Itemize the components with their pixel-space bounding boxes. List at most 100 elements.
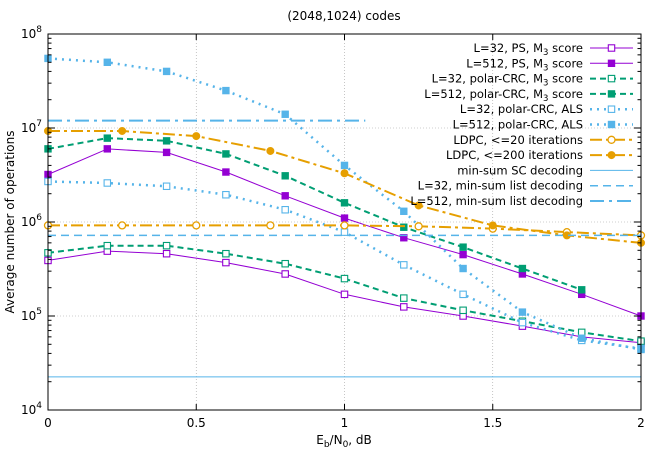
data-point — [281, 110, 289, 118]
x-axis-title-tail: , dB — [348, 433, 371, 447]
y-tick-label: 105 — [21, 307, 42, 323]
data-point — [459, 250, 467, 259]
legend-label: L=512, PS, M3 score — [466, 56, 583, 73]
data-point — [281, 192, 289, 200]
data-point — [281, 172, 289, 180]
data-point — [518, 308, 527, 316]
legend-label: LDPC, <=20 iterations — [453, 133, 583, 147]
y-tick-label-base: 10 — [21, 121, 36, 135]
y-tick-label-base: 10 — [21, 403, 36, 417]
data-point — [400, 303, 408, 311]
y-tick-label: 107 — [21, 119, 42, 135]
legend-label: L=512, polar-CRC, M3 score — [424, 87, 583, 104]
x-tick-label: 0.5 — [187, 416, 206, 430]
data-point — [400, 223, 408, 231]
data-point — [340, 199, 349, 207]
x-axis-title-mid: /N — [330, 433, 343, 447]
legend-label: L=512, polar-CRC, ALS — [453, 118, 583, 132]
data-point — [340, 214, 349, 222]
data-point — [162, 249, 171, 258]
data-point — [103, 145, 111, 153]
data-point — [222, 150, 230, 158]
legend-label: min-sum SC decoding — [457, 163, 583, 177]
data-point — [578, 286, 586, 294]
legend-item: L=32, polar-CRC, M3 score — [432, 72, 633, 89]
series-layer — [43, 54, 646, 378]
data-point — [459, 290, 467, 299]
data-point — [222, 168, 230, 176]
data-point — [578, 334, 586, 342]
data-point — [518, 318, 527, 327]
data-point — [162, 148, 171, 157]
x-axis-title-sub2: 0 — [343, 440, 349, 450]
legend-label-sub: 3 — [543, 94, 548, 104]
series-line — [48, 224, 642, 237]
y-tick-label: 108 — [21, 25, 42, 41]
data-point — [162, 137, 171, 145]
data-point — [518, 264, 527, 273]
legend-swatch-marker — [607, 135, 616, 144]
data-point — [162, 241, 171, 250]
y-tick-label-exp: 4 — [36, 401, 42, 411]
legend-item: L=512, min-sum list decoding — [410, 194, 633, 208]
data-point — [192, 221, 201, 230]
legend-swatch-marker — [607, 105, 616, 113]
legend-label-main: L=512, PS, M — [466, 56, 543, 70]
data-point — [222, 249, 230, 258]
y-tick-label-base: 10 — [21, 215, 36, 229]
series-8 — [44, 126, 645, 247]
x-tick-label: 0 — [44, 416, 52, 430]
data-point — [340, 290, 349, 299]
y-tick-label-base: 10 — [21, 27, 36, 41]
legend-item: L=512, polar-CRC, ALS — [453, 118, 633, 132]
legend-item: L=512, polar-CRC, M3 score — [424, 87, 633, 104]
legend-item: LDPC, <=20 iterations — [453, 133, 633, 147]
legend-label-sub: 3 — [543, 48, 548, 58]
data-point — [222, 190, 230, 199]
data-point — [103, 179, 112, 187]
chart-title: (2048,1024) codes — [287, 9, 400, 23]
legend-label: L=512, min-sum list decoding — [410, 194, 583, 208]
legend-label-main: L=32, PS, M — [474, 41, 543, 55]
legend-item: min-sum SC decoding — [457, 163, 633, 177]
legend-label: LDPC, <=200 iterations — [446, 148, 583, 162]
y-tick-label-base: 10 — [21, 309, 36, 323]
legend-label-main: L=512, polar-CRC, ALS — [453, 118, 583, 132]
data-point — [281, 270, 289, 278]
legend-label-main: L=32, polar-CRC, M — [432, 72, 543, 86]
data-point — [192, 132, 201, 141]
data-point — [414, 222, 423, 231]
y-tick-label-exp: 6 — [36, 213, 42, 223]
legend-label-main: L=512, polar-CRC, M — [424, 87, 543, 101]
data-point — [340, 228, 349, 236]
data-point — [266, 221, 275, 230]
y-tick-label-exp: 8 — [36, 25, 42, 35]
data-point — [340, 161, 349, 170]
data-point — [414, 201, 423, 210]
data-point — [340, 221, 349, 230]
legend-swatch-marker — [607, 120, 616, 129]
data-point — [459, 243, 467, 251]
legend-label-tail: score — [548, 56, 583, 70]
legend-swatch-marker — [607, 90, 616, 98]
x-tick-label: 1.5 — [483, 416, 502, 430]
legend-label: L=32, PS, M3 score — [474, 41, 583, 58]
x-tick-label: 1 — [341, 416, 349, 430]
data-point — [103, 241, 112, 250]
data-point — [281, 205, 289, 214]
legend-label-main: LDPC, <=20 iterations — [453, 133, 583, 147]
legend-label-sub: 3 — [543, 63, 548, 73]
legend-label-tail: score — [548, 41, 583, 55]
data-point — [118, 126, 127, 135]
legend-label: L=32, min-sum list decoding — [418, 179, 583, 193]
data-point — [488, 221, 497, 230]
legend-label-tail: score — [548, 72, 583, 86]
data-point — [103, 58, 111, 66]
data-point — [162, 182, 171, 191]
y-tick-label: 106 — [21, 213, 42, 229]
y-tick-label: 104 — [21, 401, 42, 417]
